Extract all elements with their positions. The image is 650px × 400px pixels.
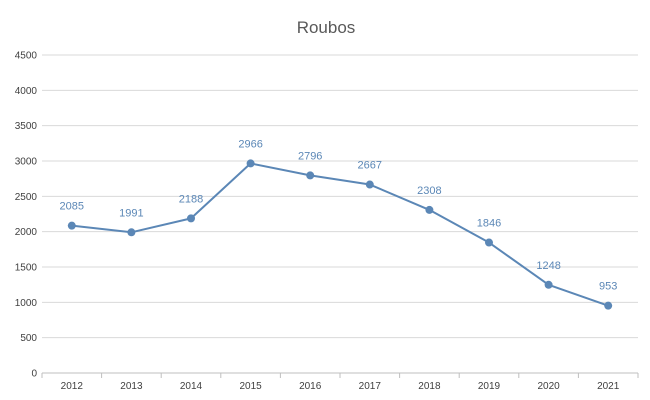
series-line-layer	[71, 162, 609, 307]
chart-title: Roubos	[297, 18, 356, 37]
gridlines	[42, 54, 638, 374]
y-tick-label: 1000	[15, 298, 38, 309]
x-axis-ticks: 2012 2013 2014 2015 2016 2017 2018 2019 2020 2021	[41, 373, 639, 392]
data-point	[246, 159, 255, 168]
y-axis-ticks: 0 500 1000 1500 2000 2500 3000 3500 4000 4500	[15, 51, 38, 380]
data-label: 1248	[536, 260, 560, 272]
data-labels: 2085 1991 2188 2966 2796 2667 2308 1846 1248 953	[60, 138, 618, 292]
y-tick-label: 4500	[15, 51, 38, 62]
data-point	[306, 171, 315, 180]
data-point	[187, 214, 195, 223]
data-point	[67, 221, 76, 230]
y-tick-label: 3500	[15, 121, 38, 132]
x-tick-label: 2017	[359, 381, 382, 392]
y-tick-label: 3000	[15, 157, 38, 168]
x-tick-label: 2019	[478, 381, 501, 392]
data-label: 2085	[60, 201, 84, 213]
data-label: 2667	[358, 160, 382, 172]
data-point	[365, 180, 374, 189]
data-label: 2966	[238, 138, 262, 150]
x-tick-label: 2018	[418, 381, 441, 392]
data-point	[485, 238, 493, 247]
data-label: 2308	[417, 185, 441, 197]
y-tick-label: 2000	[15, 227, 38, 238]
data-points	[67, 159, 613, 310]
data-label: 2188	[179, 193, 203, 205]
y-tick-label: 2500	[15, 192, 38, 203]
y-tick-label: 1500	[15, 263, 38, 274]
data-label: 953	[599, 281, 617, 293]
data-label: 2796	[298, 150, 322, 162]
y-tick-label: 0	[31, 369, 37, 380]
x-tick-label: 2021	[597, 381, 620, 392]
x-tick-label: 2020	[537, 381, 560, 392]
data-point	[425, 205, 434, 214]
data-label: 1991	[119, 207, 143, 219]
x-tick-label: 2013	[120, 381, 143, 392]
y-tick-label: 4000	[15, 86, 38, 97]
x-tick-label: 2012	[61, 381, 84, 392]
data-point	[604, 301, 613, 310]
data-label: 1846	[477, 218, 501, 230]
data-point	[544, 280, 553, 289]
x-tick-label: 2015	[239, 381, 262, 392]
x-tick-label: 2016	[299, 381, 322, 392]
x-tick-label: 2014	[180, 381, 203, 392]
data-point	[127, 228, 136, 237]
y-tick-label: 500	[20, 333, 37, 344]
series-line	[71, 162, 609, 307]
